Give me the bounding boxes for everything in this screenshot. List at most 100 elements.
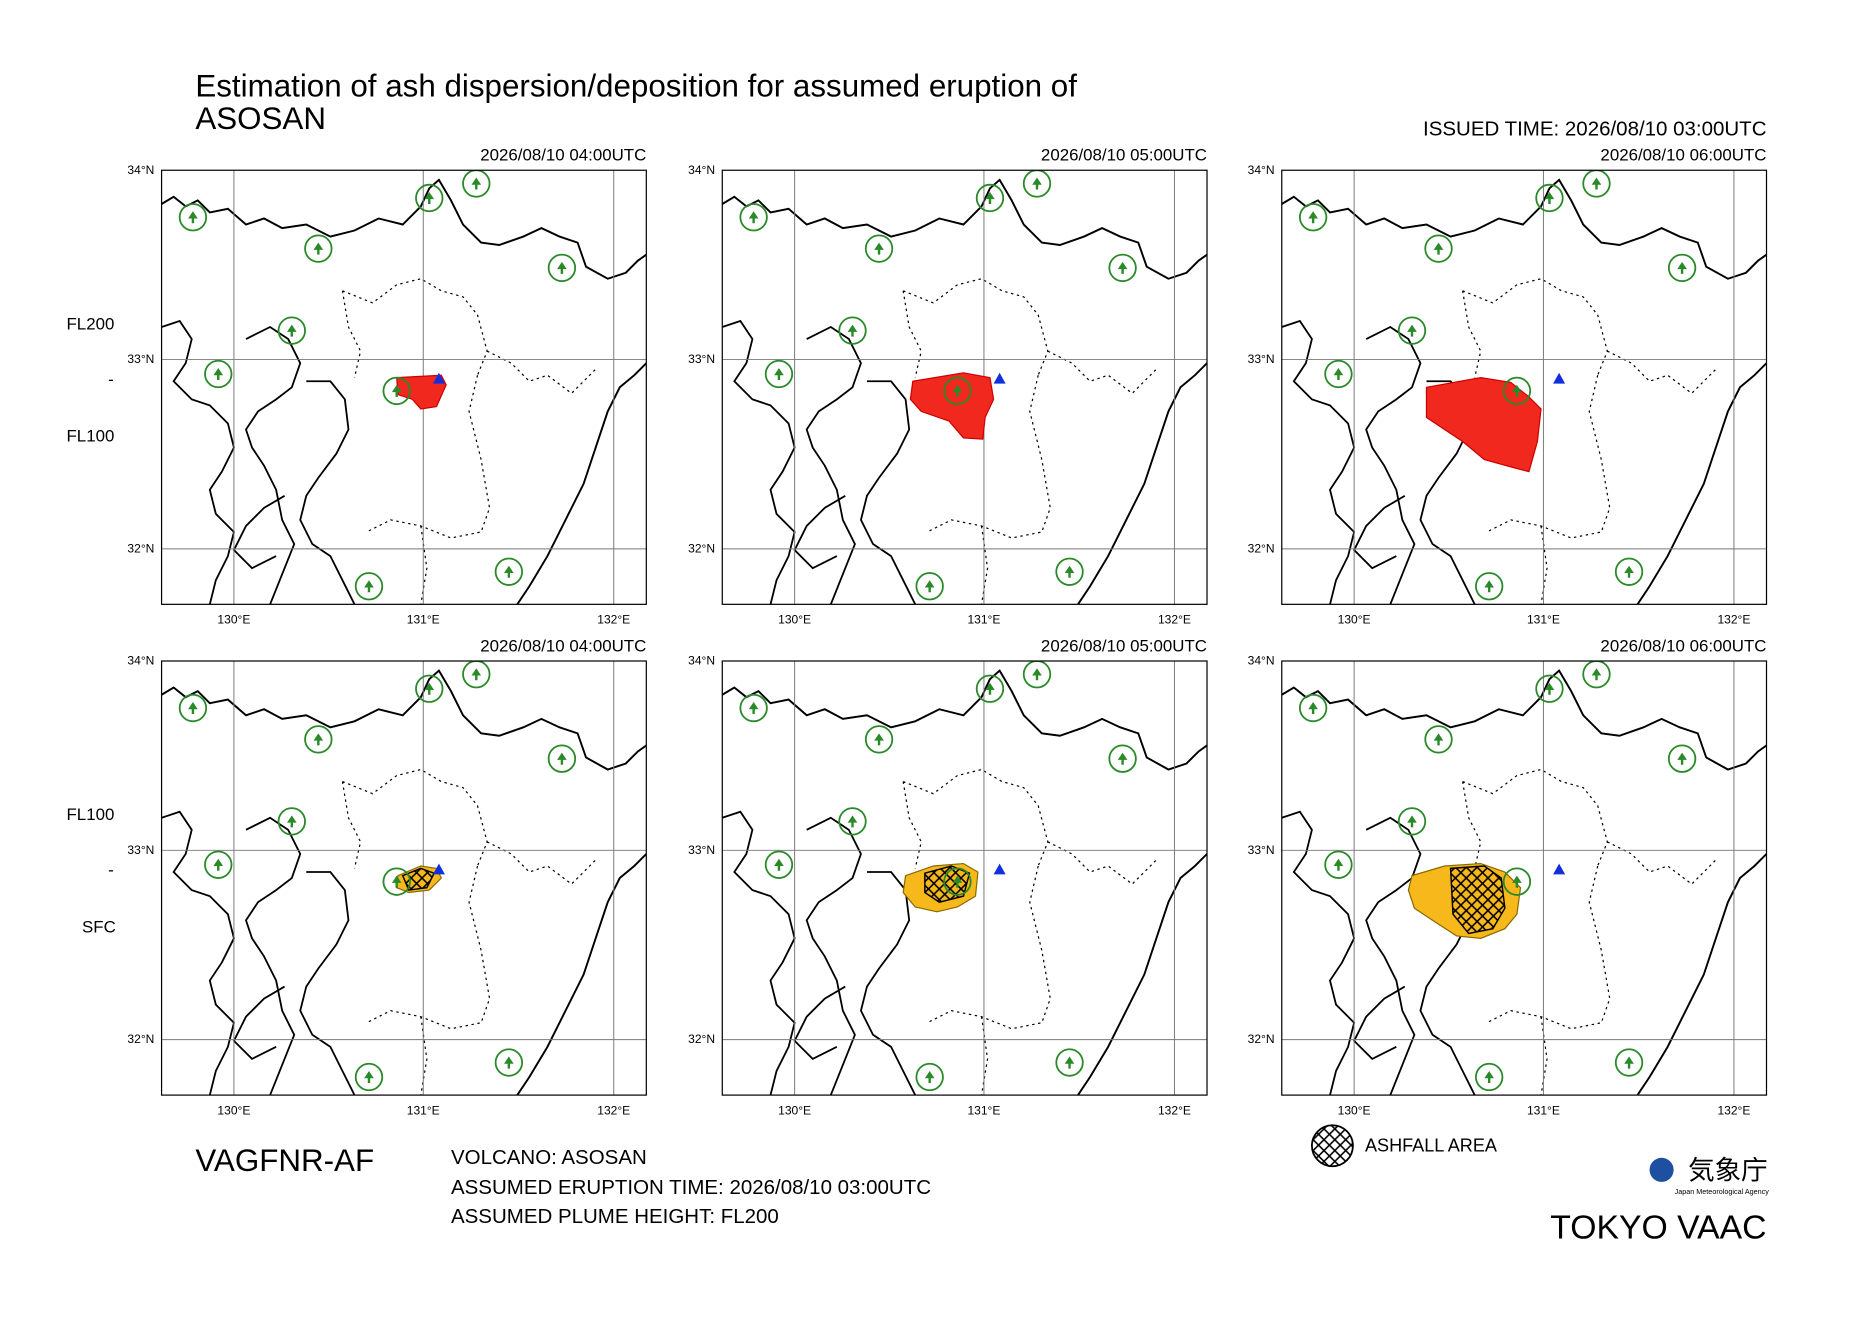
valid-time: 2026/08/10 06:00UTC (1600, 636, 1766, 655)
volcano: VOLCANO: ASOSAN (451, 1146, 647, 1169)
airport-ring (415, 183, 444, 213)
airport-icon (1308, 701, 1318, 715)
lat-label: 32°N (1248, 541, 1275, 555)
airport-icon (213, 858, 224, 871)
airport-ring (462, 170, 491, 198)
airport-icon (952, 384, 963, 397)
airport-ring (1475, 572, 1504, 601)
lon-label: 130°E (1338, 613, 1371, 627)
ash-cloud (1425, 377, 1542, 473)
airport-icon (1624, 565, 1634, 578)
airport-ring (915, 1062, 944, 1092)
map-area (1281, 170, 1767, 605)
airport-ring (1397, 316, 1427, 345)
lon-label: 130°E (217, 613, 250, 627)
airport-ring (462, 661, 491, 689)
airport-ring (864, 234, 894, 263)
map-area (161, 170, 647, 605)
airport-ring (1055, 557, 1084, 586)
airport-ring (1108, 253, 1137, 283)
airport-icon (1433, 242, 1444, 255)
airport-icon (1032, 177, 1042, 190)
frame (1281, 660, 1768, 1096)
lon-label: 132°E (1158, 613, 1191, 627)
airport-icon (1484, 1070, 1494, 1084)
lon-label: 132°E (1717, 1103, 1750, 1117)
airport-icon (774, 367, 784, 381)
airport-ring (382, 867, 411, 896)
airport-ring (1614, 1048, 1644, 1077)
lon-label: 131°E (967, 613, 1000, 627)
lon-label: 132°E (1158, 1103, 1191, 1117)
airport-icon (188, 701, 198, 715)
airport-ring (1424, 725, 1453, 754)
airport-icon (424, 191, 435, 204)
airport-ring (354, 572, 384, 601)
airport-ring (1667, 253, 1697, 283)
ashfall-area (1449, 865, 1506, 935)
airport-icon (952, 875, 963, 888)
airport-icon (874, 242, 884, 255)
airport-icon (985, 191, 995, 204)
airport-icon (1308, 211, 1318, 224)
volcano (1553, 372, 1566, 384)
airport-icon (1117, 752, 1128, 765)
airport-icon (924, 580, 935, 593)
airport-ring (838, 316, 867, 345)
airport-icon (364, 580, 374, 593)
airport-ring (277, 316, 306, 345)
airport-ring (1298, 203, 1328, 232)
map-area (161, 661, 647, 1096)
map-panel: 2026/08/10 06:00UTC 34°N 33°N 32°N 130°E 131°… (1248, 636, 1768, 1117)
airport-icon (985, 682, 995, 695)
valid-time: 2026/08/10 06:00UTC (1600, 146, 1766, 165)
lat-label: 33°N (1248, 352, 1275, 366)
airport-ring (764, 359, 794, 389)
airport-ring (1397, 807, 1427, 836)
airport-ring (1298, 693, 1328, 723)
issued-time: ISSUED TIME: 2026/08/10 03:00UTC (1423, 117, 1767, 140)
airport-icon (391, 875, 402, 888)
ashfall-area (924, 865, 971, 903)
airport-icon (924, 1070, 935, 1084)
map-area (1281, 661, 1767, 1096)
level-separator: - (108, 370, 114, 389)
lon-label: 132°E (1717, 613, 1750, 627)
airport-icon (471, 668, 482, 681)
ash-cloud (909, 372, 995, 440)
airport-ring (1324, 359, 1353, 389)
airport-ring (494, 1048, 524, 1077)
valid-time: 2026/08/10 05:00UTC (1041, 146, 1207, 165)
map-panel: 2026/08/10 05:00UTC 34°N 33°N 32°N 130°E 131°… (688, 146, 1208, 627)
lat-label: 33°N (127, 352, 154, 366)
airport-ring (943, 376, 972, 406)
airport-ring (415, 674, 444, 703)
map-panel: 2026/08/10 04:00UTC 34°N 33°N 32°N 130°E 131°… (127, 636, 647, 1117)
airport-icon (1407, 815, 1417, 828)
airport-icon (1484, 580, 1494, 593)
airport-icon (847, 324, 858, 337)
airport-ring (204, 359, 233, 389)
airport-ring (943, 867, 972, 896)
airport-icon (424, 682, 435, 695)
lon-label: 132°E (597, 613, 630, 627)
airport-icon (1591, 668, 1602, 681)
airport-icon (391, 384, 402, 397)
valid-time: 2026/08/10 05:00UTC (1041, 636, 1207, 655)
agency-en: Japan Meteorological Agency (1675, 1187, 1770, 1196)
airport-ring (764, 850, 794, 879)
plume-height: ASSUMED PLUME HEIGHT: FL200 (451, 1205, 779, 1228)
airport-ring (1535, 183, 1564, 213)
airport-icon (286, 324, 297, 337)
lon-label: 130°E (1338, 1103, 1371, 1117)
frame (721, 169, 1208, 605)
title: Estimation of ash dispersion/deposition … (195, 69, 1077, 104)
lon-label: 130°E (778, 613, 811, 627)
airport-ring (547, 744, 577, 773)
airport-icon (471, 177, 482, 190)
airport-icon (1333, 858, 1344, 871)
valid-time: 2026/08/10 04:00UTC (480, 146, 646, 165)
map-area (722, 661, 1208, 1096)
airport-ring (304, 725, 333, 754)
